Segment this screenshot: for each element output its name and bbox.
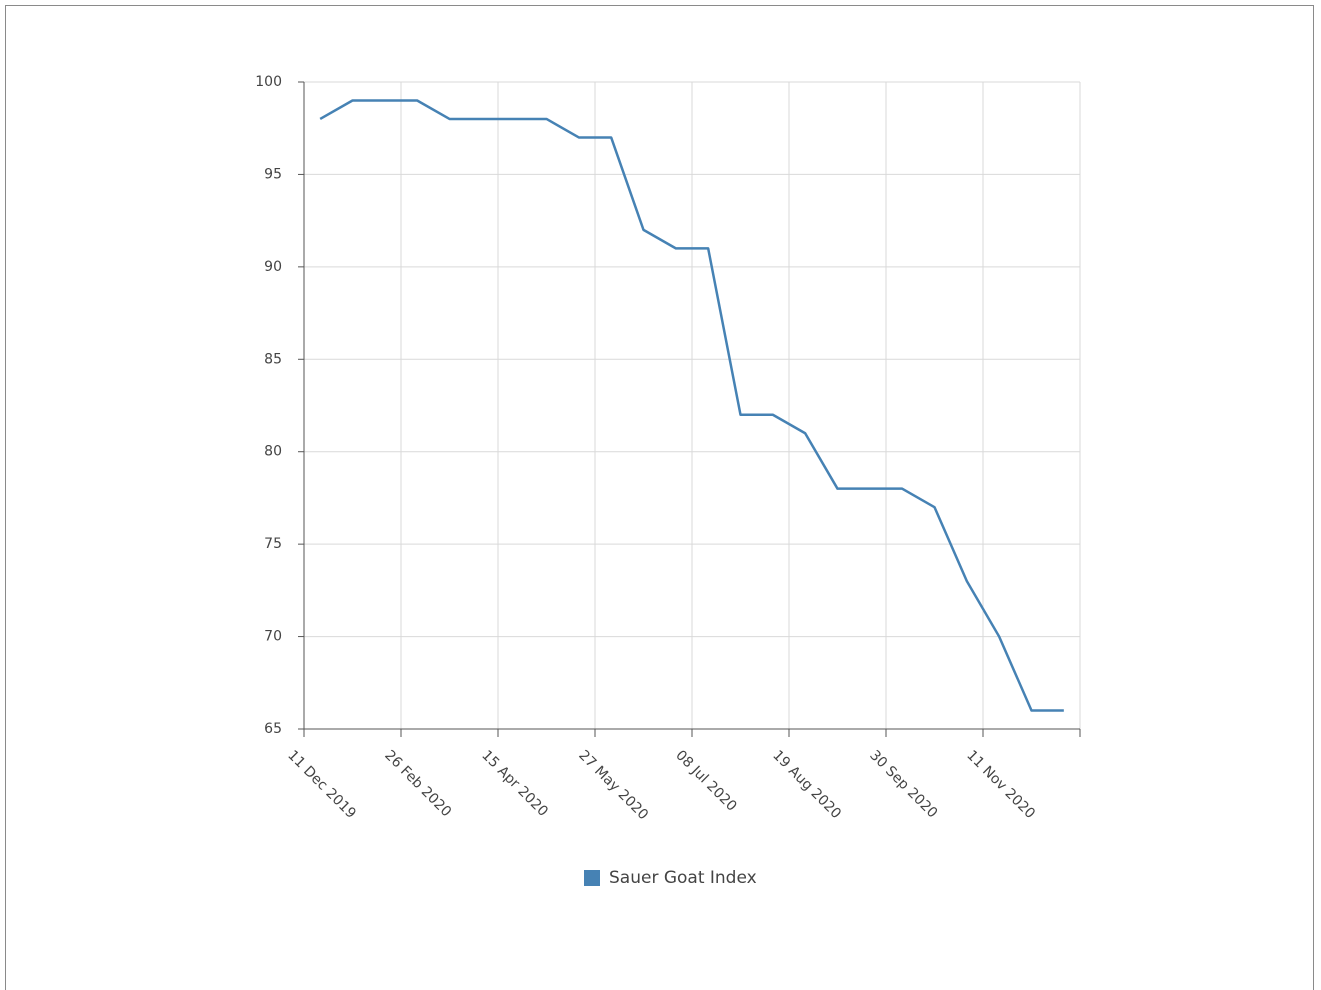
x-tick-label: 19 Aug 2020 (769, 747, 844, 822)
x-tick-label: 11 Dec 2019 (284, 747, 359, 822)
y-tick-label: 90 (264, 259, 282, 275)
series-line (319, 99, 1064, 712)
frame (5, 5, 1314, 990)
x-tick-label: 26 Feb 2020 (381, 747, 454, 820)
y-tick-label: 75 (264, 536, 282, 552)
x-tick-label: 30 Sep 2020 (866, 747, 940, 821)
y-tick-label: 80 (264, 444, 282, 460)
y-tick-label: 70 (264, 629, 282, 645)
x-tick-label: 15 Apr 2020 (478, 747, 551, 820)
y-tick-label: 65 (264, 721, 282, 737)
legend-label: Sauer Goat Index (609, 868, 757, 888)
x-tick-label: 11 Nov 2020 (963, 747, 1038, 822)
x-tick-label: 27 May 2020 (575, 747, 651, 823)
legend-swatch (584, 870, 600, 886)
y-tick-label: 95 (264, 166, 282, 182)
y-tick-label: 100 (255, 74, 282, 90)
x-tick-label: 08 Jul 2020 (672, 747, 739, 814)
y-tick-label: 85 (264, 351, 282, 367)
